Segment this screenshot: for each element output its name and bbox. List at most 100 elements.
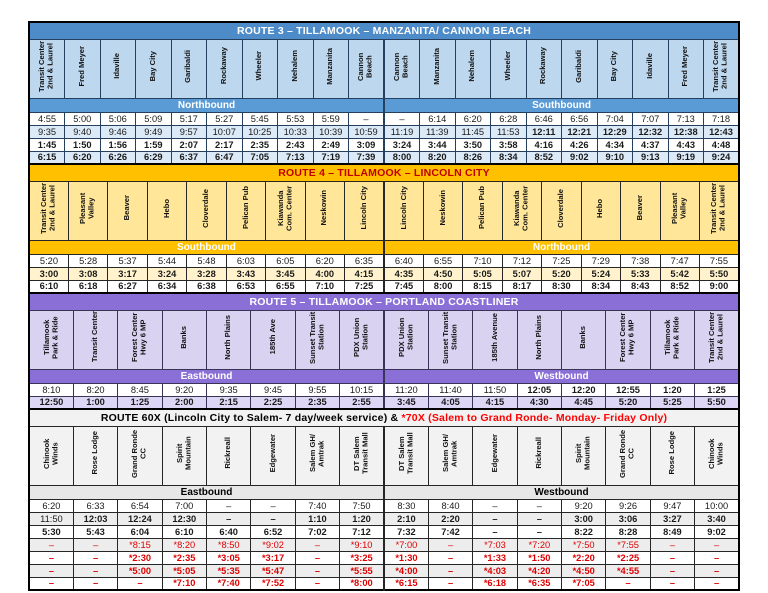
time-cell: 7:32 <box>382 524 429 539</box>
route60x-title: ROUTE 60X (Lincoln City to Salem- 7 day/… <box>28 408 740 427</box>
time-cell: *7:03 <box>472 537 518 552</box>
time-cell: – <box>28 563 74 578</box>
station-label: Wheeler <box>254 51 264 81</box>
time-cell: *6:18 <box>472 576 518 591</box>
station-header: Beaver <box>107 180 148 241</box>
route5-title: ROUTE 5 – TILLAMOOK – PORTLAND COASTLINE… <box>28 292 740 311</box>
time-cell: *2:25 <box>605 550 651 565</box>
time-cell: 9:20 <box>161 382 208 397</box>
time-cell: 12:29 <box>596 124 633 139</box>
time-cell: 6:46 <box>525 111 562 126</box>
time-cell: *9:02 <box>250 537 296 552</box>
time-cell: 7:29 <box>580 253 622 268</box>
time-cell: 6:28 <box>490 111 527 126</box>
time-cell: 1:56 <box>99 137 136 152</box>
time-cell: 3:24 <box>146 266 188 281</box>
time-cell: – <box>694 550 740 565</box>
station-label: Banks <box>178 325 188 349</box>
station-label: Hebo <box>595 198 605 218</box>
time-cell: – <box>28 576 74 591</box>
time-cell: 9:47 <box>649 498 696 513</box>
route3-direction-southbound: Southbound <box>383 97 740 113</box>
time-cell: *7:00 <box>382 537 429 552</box>
time-cell: 3:58 <box>490 137 527 152</box>
station-header: Hebo <box>580 180 622 241</box>
time-cell: 5:50 <box>694 395 740 410</box>
time-cell: 10:39 <box>312 124 349 139</box>
route60x-direction-westbound: Westbound <box>383 484 740 500</box>
time-cell: 2:35 <box>241 137 278 152</box>
time-cell: 8:28 <box>605 524 651 539</box>
station-label: Cloverdale <box>556 188 566 228</box>
time-cell: 8:00 <box>383 150 420 165</box>
time-cell: – <box>28 550 74 565</box>
station-label: Sunset Transit Station <box>307 310 326 364</box>
station-header: Rose Lodge <box>649 425 696 486</box>
time-cell: 3:43 <box>225 266 267 281</box>
station-header: Beaver <box>620 180 661 241</box>
time-cell: 9:35 <box>28 124 65 139</box>
time-cell: – <box>472 524 518 539</box>
time-cell: – <box>472 511 518 526</box>
station-label: Salem GH/ Amtrak <box>307 434 326 472</box>
station-header: Manzanita <box>419 38 456 99</box>
time-cell: 12:05 <box>516 382 563 397</box>
time-cell: 3:44 <box>419 137 456 152</box>
route60x-direction-eastbound: Eastbound <box>28 484 385 500</box>
time-cell: 8:20 <box>72 382 119 397</box>
time-cell: 10:07 <box>206 124 243 139</box>
station-label: Edgewater <box>489 433 499 473</box>
route3-title: ROUTE 3 – TILLAMOOK – MANZANITA/ CANNON … <box>28 21 740 40</box>
station-label: Fred Meyer <box>76 45 86 87</box>
station-header: Wheeler <box>241 38 278 99</box>
time-cell: – <box>205 511 252 526</box>
time-cell: 4:30 <box>516 395 563 410</box>
time-cell: *6:35 <box>516 576 563 591</box>
station-header: Rose Lodge <box>72 425 119 486</box>
time-cell: 12:11 <box>525 124 562 139</box>
time-cell: 6:37 <box>170 150 207 165</box>
time-cell: *7:05 <box>560 576 607 591</box>
time-cell: 10:59 <box>348 124 385 139</box>
time-cell: – <box>427 537 474 552</box>
time-cell: 4:50 <box>422 266 464 281</box>
time-cell: 6:04 <box>117 524 163 539</box>
time-cell: 2:20 <box>427 511 474 526</box>
time-cell: 5:24 <box>580 266 622 281</box>
time-cell: – <box>383 111 420 126</box>
station-header: Kiawanda Com. Center <box>265 180 306 241</box>
station-label: Rose Lodge <box>90 431 100 475</box>
time-cell: 3:17 <box>107 266 148 281</box>
time-cell: 9:02 <box>694 524 740 539</box>
station-label: Transit Center <box>90 311 100 363</box>
time-cell: – <box>205 498 252 513</box>
time-cell: 5:42 <box>659 266 700 281</box>
station-label: Idaville <box>644 53 654 79</box>
station-label: DT Salem Transit Mall <box>351 432 370 474</box>
station-label: Fred Meyer <box>680 45 690 87</box>
time-cell: 9:35 <box>205 382 252 397</box>
time-cell: 12:21 <box>561 124 598 139</box>
station-label: Cannon Beach <box>356 51 374 81</box>
time-cell: – <box>649 563 696 578</box>
station-header: Pelican Pub <box>462 180 503 241</box>
station-label: Garibaldi <box>573 49 583 83</box>
route60x-table: ROUTE 60X (Lincoln City to Salem- 7 day/… <box>28 408 740 591</box>
station-label: Hebo <box>161 198 171 218</box>
station-label: Chinook Winds <box>706 437 725 469</box>
time-cell: – <box>294 576 341 591</box>
time-cell: *7:40 <box>205 576 252 591</box>
time-cell: 1:45 <box>28 137 65 152</box>
station-header: Rickreall <box>205 425 252 486</box>
station-header: Cannon Beach <box>383 38 420 99</box>
station-label: Cannon Beach <box>392 51 410 81</box>
time-cell: 9:55 <box>294 382 341 397</box>
time-cell: 2:10 <box>382 511 429 526</box>
station-label: Sunset Transit Station <box>440 310 459 364</box>
station-label: Spirit Mountain <box>573 436 592 470</box>
station-header: Spirit Mountain <box>560 425 607 486</box>
station-label: Manzanita <box>431 47 441 85</box>
time-cell: 3:50 <box>454 137 491 152</box>
time-cell: 9:49 <box>135 124 172 139</box>
station-header: PDX Union Station <box>382 309 429 370</box>
